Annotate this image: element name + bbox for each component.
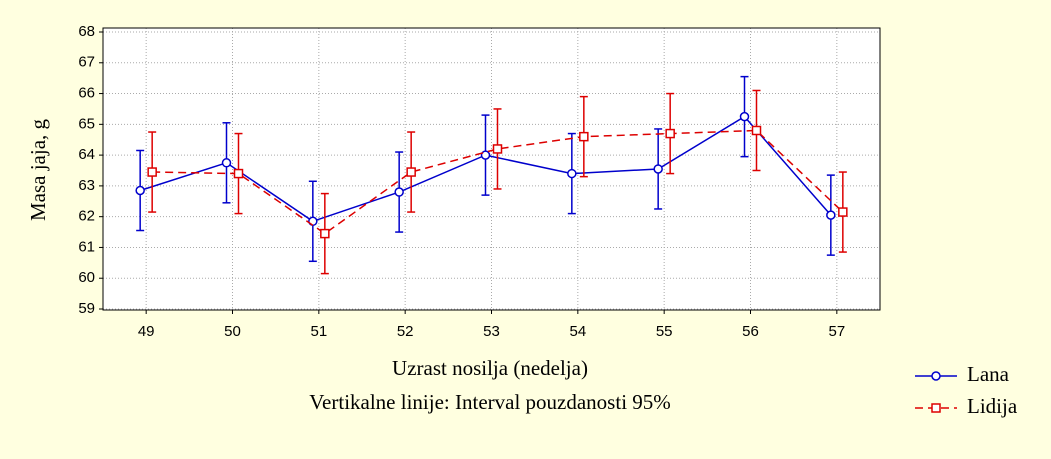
legend-label: Lana: [967, 362, 1010, 386]
data-point: [147, 167, 157, 177]
x-tick-label: 54: [569, 323, 586, 340]
x-axis-label: Uzrast nosilja (nedelja): [392, 356, 588, 380]
y-tick-label: 59: [78, 300, 95, 317]
data-point: [135, 185, 145, 196]
x-tick-label: 56: [742, 323, 759, 340]
data-point: [653, 164, 663, 174]
data-point: [751, 125, 762, 136]
annotation: Vertikalne linije: Interval pouzdanosti …: [309, 390, 671, 414]
y-tick-label: 67: [78, 54, 95, 71]
y-tick-label: 64: [78, 146, 95, 163]
data-point: [394, 187, 404, 197]
x-tick-label: 57: [828, 323, 845, 340]
series-line: [152, 129, 844, 235]
data-point: [233, 168, 244, 179]
data-point: [665, 128, 675, 139]
legend-marker: [931, 403, 941, 413]
x-tick-label: 52: [397, 323, 414, 340]
legend-label: Lidija: [967, 394, 1018, 418]
data-point: [579, 131, 589, 142]
y-tick-label: 60: [78, 269, 95, 286]
y-tick-label: 62: [78, 208, 95, 225]
y-axis-label: Masa jaja, g: [26, 118, 50, 221]
x-tick-label: 50: [224, 323, 241, 340]
data-point: [826, 210, 836, 220]
data-point: [739, 111, 750, 122]
plot-frame: [102, 27, 881, 311]
y-tick-label: 66: [78, 85, 95, 102]
legend-marker: [931, 371, 941, 381]
data-point: [567, 168, 577, 179]
data-point: [492, 144, 503, 154]
y-tick-label: 63: [78, 177, 95, 194]
y-tick-label: 68: [78, 23, 95, 40]
data-point: [838, 207, 848, 217]
x-tick-label: 55: [656, 323, 673, 340]
y-tick-label: 65: [78, 115, 95, 132]
x-tick-label: 53: [483, 323, 500, 340]
x-tick-label: 51: [310, 323, 327, 340]
data-point: [406, 167, 416, 177]
data-point: [320, 228, 330, 239]
y-tick-label: 61: [78, 238, 95, 255]
x-tick-label: 49: [138, 323, 155, 340]
data-point: [221, 158, 232, 168]
data-point: [480, 150, 491, 160]
